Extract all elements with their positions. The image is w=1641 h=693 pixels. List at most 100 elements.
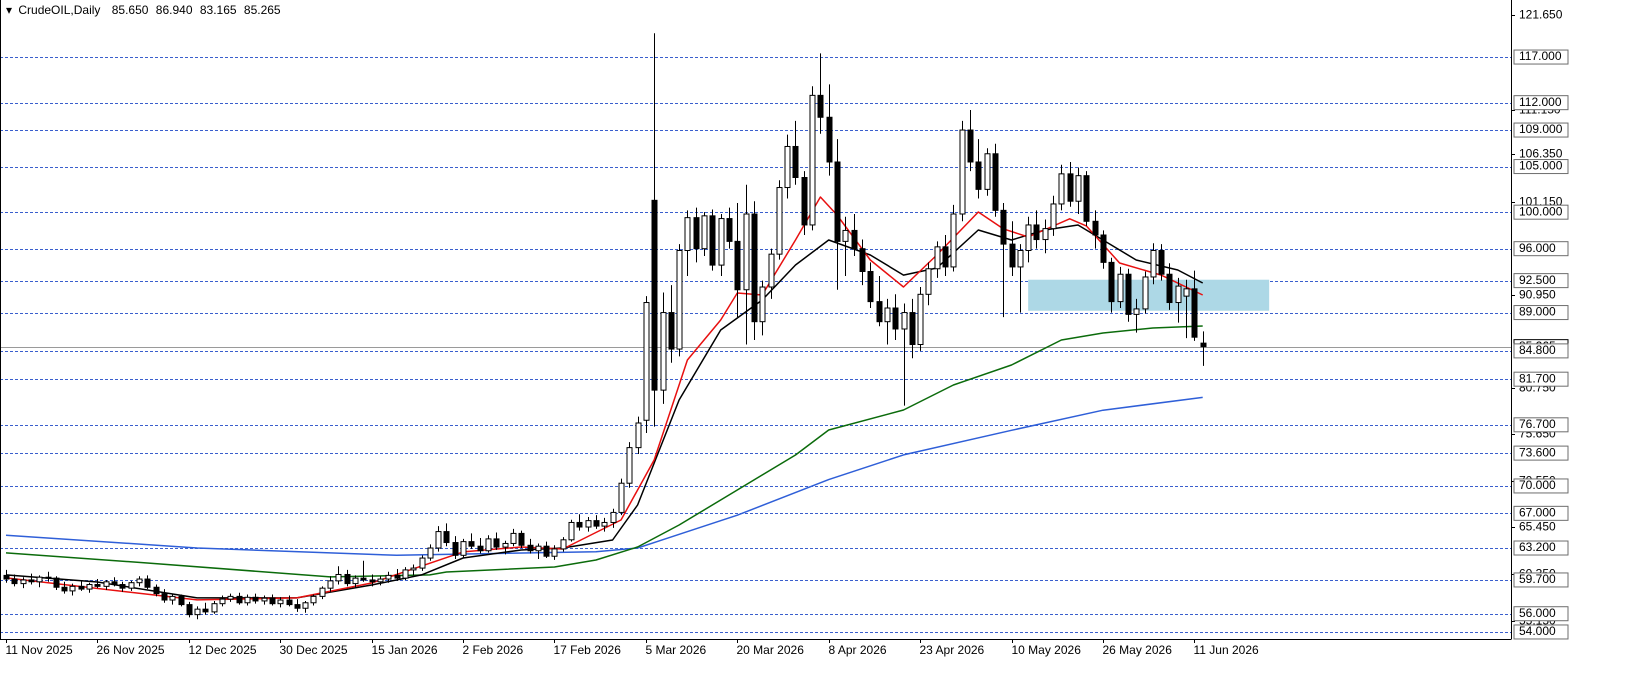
candle-body [352,577,359,585]
candle-body [610,511,617,523]
candle-body [202,608,209,613]
candle-body [568,521,575,541]
candle-body [277,599,284,605]
level-label: 59.700 [1519,572,1556,586]
candle-body [992,153,999,211]
level-label-box [1513,417,1569,433]
candle-body [269,597,276,605]
level-label-box [1513,478,1569,494]
candle-body [751,213,758,323]
candle-body [302,602,309,609]
level-label-box [1513,371,1569,387]
candle-body [560,539,567,550]
candle-body [460,541,467,556]
level-label-box [1513,241,1569,257]
candle-body [527,544,534,552]
candle-body [261,597,268,602]
candle-body [776,187,783,255]
level-label-box [1513,273,1569,289]
candle-body [809,94,816,226]
header-low: 83.165 [200,3,237,17]
candle-body [327,580,334,589]
candle-body [975,161,982,190]
x-tick-label: 8 Apr 2026 [829,643,887,657]
level-label-box [1513,540,1569,556]
level-label: 54.000 [1519,624,1556,638]
axes: 121.650111.150106.350101.15090.95080.750… [0,0,1569,657]
candle-body [369,579,376,583]
candle-body [252,596,259,602]
candle-body [759,286,766,323]
candle-body [801,177,808,226]
candle-body [967,129,974,163]
candle-body [435,531,442,549]
candle-body [1191,288,1198,338]
level-label-box [1513,624,1569,640]
x-tick-label: 26 Nov 2025 [97,643,165,657]
candle-body [502,542,509,548]
candle-body [1017,250,1024,268]
candle-body [219,598,226,605]
candle-body [643,302,650,421]
candle-body [842,229,849,242]
candle-body [161,593,168,601]
candle-body [925,268,932,295]
candle-body [111,581,118,586]
candle-body [11,578,18,585]
candle-body [45,576,52,579]
candle-body [3,574,10,580]
candle-body [244,596,251,604]
candle-body [319,587,326,597]
level-label-box [1513,204,1569,220]
candle-body [1083,175,1090,222]
candle-body [186,604,193,616]
candle-body [884,307,891,323]
candle-body [1042,228,1049,241]
candle-body [651,199,658,391]
candle-body [144,578,151,588]
candle-body [734,240,741,291]
x-tick-label: 15 Jan 2026 [372,643,438,657]
candle-body [635,422,642,449]
candle-body [709,215,716,266]
candle-body [1183,288,1190,297]
level-label: 63.200 [1519,540,1556,554]
candle-body [103,581,110,587]
level-label: 92.500 [1519,273,1556,287]
candle-body [53,577,60,588]
candle-body [335,573,342,582]
candle-body [817,94,824,118]
candle-body [1050,203,1057,230]
candle-body [917,293,924,346]
moving-average-line [5,325,1203,578]
level-label: 84.800 [1519,343,1556,357]
candle-body [676,250,683,350]
x-tick-label: 26 May 2026 [1103,643,1173,657]
candle-body [834,161,841,242]
candle-body [1125,273,1132,315]
level-label: 96.000 [1519,241,1556,255]
candle-body [726,218,733,242]
header-high: 86.940 [156,3,193,17]
candle-body [585,520,592,528]
candle-body [1025,224,1032,252]
candle-body [909,312,916,346]
candle-body [1158,250,1165,275]
candle-body [178,595,185,606]
header: ▾ CrudeOIL,Daily 85.650 86.940 83.165 85… [6,3,281,17]
candle-body [86,584,93,590]
y-tick-label: 121.650 [1519,8,1563,22]
candle-body [128,582,135,589]
candle-body [1133,308,1140,315]
candle-body [236,595,243,604]
candle-body [576,521,583,528]
level-label-box [1513,505,1569,521]
candle-body [1142,276,1149,310]
candle-body [1058,173,1065,205]
level-label-box [1513,95,1569,111]
level-label: 117.000 [1519,49,1562,63]
candle-body [377,578,384,583]
candle-body [876,301,883,323]
candle-body [718,218,725,266]
